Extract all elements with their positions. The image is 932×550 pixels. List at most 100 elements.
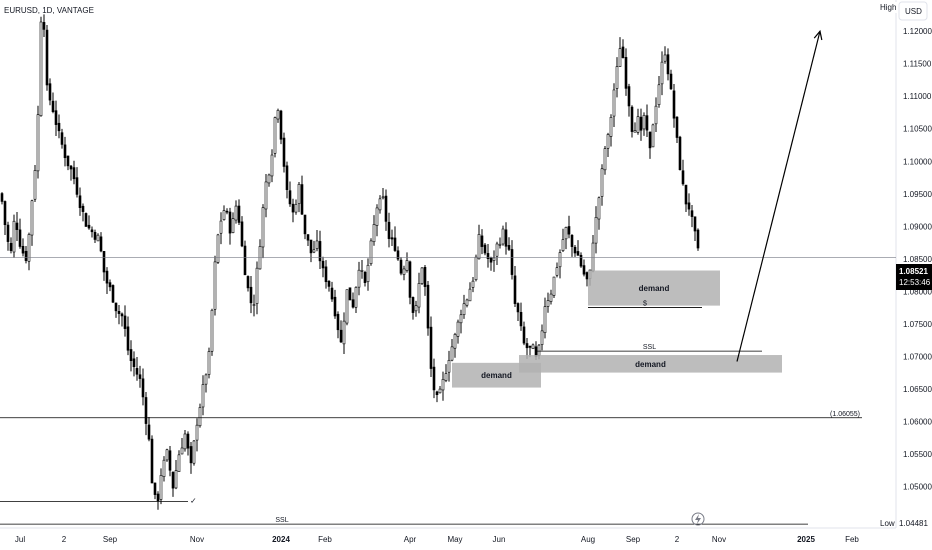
candle-down — [528, 345, 532, 348]
candle-down — [240, 221, 244, 247]
candle-down — [684, 184, 688, 205]
candle-down — [111, 285, 115, 303]
candle-down — [390, 237, 394, 240]
demand-zone[interactable] — [588, 270, 720, 306]
candle-up — [450, 346, 454, 361]
candle-down — [339, 329, 343, 343]
candle-up — [642, 115, 646, 130]
candle-down — [525, 343, 529, 349]
candle-up — [204, 374, 208, 385]
candle-down — [120, 313, 124, 317]
candle-up — [213, 261, 217, 310]
currency-button[interactable] — [898, 1, 928, 21]
candle-up — [219, 220, 223, 234]
candle-up — [252, 304, 256, 306]
candle-up — [591, 242, 595, 272]
candlestick-series — [0, 14, 700, 510]
candle-up — [561, 239, 565, 251]
candle-down — [429, 326, 433, 369]
candle-down — [408, 261, 412, 298]
demand-zone[interactable] — [519, 355, 782, 373]
candle-down — [687, 202, 691, 210]
price-tick-label: 1.12000 — [903, 27, 932, 36]
candle-up — [345, 289, 349, 324]
candle-up — [369, 240, 373, 265]
candle-up — [459, 314, 463, 324]
candle-down — [126, 326, 130, 351]
candle-down — [384, 195, 388, 222]
candle-down — [144, 397, 148, 424]
candle-down — [624, 57, 628, 89]
candle-up — [174, 470, 178, 489]
candle-down — [0, 193, 4, 202]
candle-down — [279, 110, 283, 140]
price-axis[interactable]: 1.12000 1.11500 1.11000 1.10500 1.10000 1.095… — [903, 27, 932, 491]
candle-down — [186, 433, 190, 449]
candle-down — [306, 234, 310, 241]
high-tag: High — [880, 3, 896, 12]
price-tick-label: 1.09500 — [903, 190, 932, 199]
candle-down — [45, 29, 49, 86]
candle-up — [294, 204, 298, 213]
price-tick-label: 1.07000 — [903, 352, 932, 361]
candle-down — [9, 242, 13, 251]
candle-down — [75, 177, 79, 195]
lightning-icon[interactable] — [691, 512, 705, 526]
candle-down — [54, 110, 58, 125]
candle-up — [315, 240, 319, 249]
candle-up — [663, 54, 667, 62]
candle-up — [183, 433, 187, 450]
candle-down — [630, 106, 634, 132]
candle-down — [141, 378, 145, 398]
candle-down — [102, 251, 106, 273]
candle-up — [357, 269, 361, 288]
candle-down — [522, 326, 526, 344]
candle-down — [330, 287, 334, 300]
candle-down — [123, 315, 127, 329]
candle-down — [423, 267, 427, 287]
candle-down — [78, 195, 82, 208]
candle-up — [177, 454, 181, 472]
candle-down — [333, 296, 337, 317]
candle-down — [69, 165, 73, 170]
candle-down — [225, 210, 229, 213]
candle-down — [399, 259, 403, 274]
time-tick-label: Nov — [712, 535, 726, 544]
candle-down — [87, 224, 91, 229]
candle-up — [660, 61, 664, 85]
time-tick-label: 2024 — [272, 535, 290, 544]
demand-zone-label: demand — [639, 284, 670, 293]
candle-down — [288, 190, 292, 205]
candle-up — [195, 424, 199, 441]
last-price-value: 1.08521 — [899, 267, 928, 276]
candle-up — [609, 117, 613, 137]
candle-down — [42, 22, 46, 30]
candle-down — [282, 137, 286, 167]
candle-up — [27, 234, 31, 262]
candle-down — [249, 286, 253, 304]
candle-up — [360, 270, 364, 272]
candle-up — [36, 114, 40, 172]
price-tick-label: 1.06500 — [903, 385, 932, 394]
projection-arrow[interactable] — [736, 31, 821, 362]
candle-down — [480, 235, 484, 247]
time-tick-label: Apr — [404, 535, 417, 544]
candle-up — [420, 267, 424, 284]
price-tick-label: 1.10500 — [903, 125, 932, 134]
candle-down — [285, 165, 289, 191]
candle-down — [153, 482, 157, 495]
time-tick-label: 2 — [675, 535, 680, 544]
price-tick-label: 1.05000 — [903, 482, 932, 491]
time-axis[interactable]: Jul 2 Sep Nov 2024 Feb Apr May Jun Aug Sep 2 Nov 2025… — [15, 535, 860, 544]
candle-up — [342, 320, 346, 345]
candle-up — [462, 303, 466, 316]
level-label: SSL — [643, 344, 656, 351]
candle-down — [669, 73, 673, 90]
high-tag-box — [877, 2, 897, 13]
candle-up — [222, 210, 226, 220]
candle-down — [228, 211, 232, 234]
candle-down — [690, 210, 694, 217]
countdown-timer: 12:53:46 — [899, 278, 931, 287]
candle-up — [441, 379, 445, 391]
